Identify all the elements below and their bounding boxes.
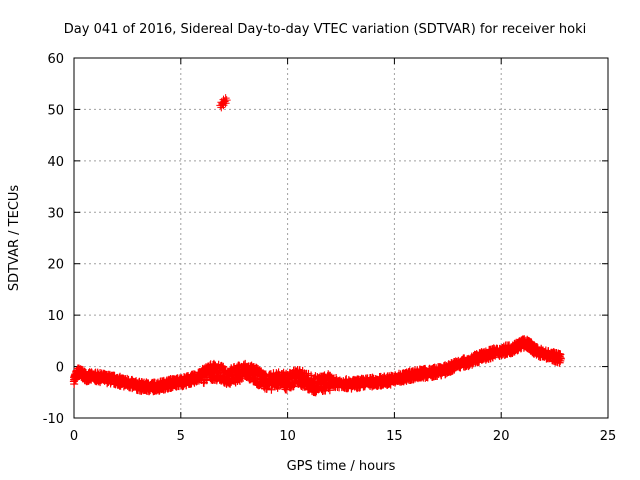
data-point — [198, 371, 207, 380]
data-point — [422, 369, 431, 378]
x-tick-label: 10 — [279, 429, 296, 444]
y-tick-label: 0 — [56, 361, 64, 376]
main-series-band — [69, 335, 565, 397]
data-point — [337, 379, 345, 388]
data-point — [539, 349, 548, 358]
data-point — [347, 380, 356, 389]
axis-ticks: 0 5 10 15 20 25 -10 0 10 20 30 40 50 60 — [43, 52, 617, 444]
data-point — [70, 375, 78, 384]
data-point — [82, 372, 91, 381]
x-tick-label: 5 — [177, 429, 185, 444]
data-point — [300, 375, 309, 384]
data-point — [507, 344, 516, 353]
data-point — [556, 350, 565, 359]
data-point — [74, 367, 83, 376]
y-tick-label: 10 — [47, 309, 64, 324]
data-point — [401, 372, 410, 381]
data-point — [275, 375, 284, 384]
outlier-point — [221, 94, 230, 103]
data-point — [411, 370, 420, 379]
data-point — [123, 379, 132, 388]
data-point — [531, 347, 540, 356]
data-point — [486, 349, 495, 358]
data-points — [69, 94, 566, 397]
data-point — [497, 347, 506, 356]
data-point — [309, 380, 318, 389]
data-point — [379, 376, 388, 385]
data-point — [232, 370, 241, 379]
y-tick-label: 20 — [47, 258, 64, 273]
data-point — [358, 379, 367, 388]
y-tick-label: -10 — [43, 412, 64, 427]
outlier-point — [222, 96, 231, 105]
data-point — [223, 372, 232, 381]
data-point — [78, 370, 87, 379]
data-point — [369, 378, 378, 386]
data-point — [215, 368, 224, 377]
y-tick-label: 40 — [47, 155, 64, 170]
data-point — [326, 378, 335, 386]
plot-frame — [73, 57, 609, 419]
x-tick-label: 15 — [386, 429, 403, 444]
x-tick-label: 20 — [493, 429, 510, 444]
y-tick-label: 50 — [47, 103, 64, 118]
data-point — [144, 383, 153, 392]
data-point — [283, 378, 292, 386]
data-point — [317, 379, 326, 388]
data-point — [548, 352, 557, 361]
data-point — [112, 376, 121, 385]
data-point — [518, 339, 527, 348]
data-point — [249, 370, 258, 379]
data-point — [292, 372, 301, 381]
data-point — [454, 360, 463, 368]
data-point — [91, 372, 100, 381]
y-tick-label: 60 — [47, 52, 64, 67]
chart-title: Day 041 of 2016, Sidereal Day-to-day VTE… — [64, 22, 586, 37]
data-point — [257, 375, 266, 384]
x-axis-label: GPS time / hours — [287, 459, 396, 474]
data-point — [240, 366, 249, 375]
grid — [74, 58, 608, 418]
data-point — [266, 378, 275, 386]
x-tick-label: 25 — [600, 429, 617, 444]
data-point — [206, 367, 215, 376]
data-point — [524, 340, 533, 349]
data-point — [443, 365, 452, 374]
data-point — [390, 375, 399, 384]
data-point — [102, 374, 111, 383]
y-axis-label: SDTVAR / TECUs — [7, 185, 22, 292]
data-point — [475, 353, 484, 362]
data-point — [187, 375, 196, 384]
data-point — [557, 354, 566, 363]
data-point — [134, 382, 143, 391]
data-point — [267, 385, 276, 394]
data-point — [166, 379, 175, 388]
data-point — [155, 382, 164, 391]
y-tick-label: 30 — [47, 206, 64, 221]
data-point — [433, 367, 442, 376]
data-point — [176, 378, 185, 386]
x-tick-label: 0 — [70, 429, 78, 444]
data-point — [465, 357, 474, 366]
